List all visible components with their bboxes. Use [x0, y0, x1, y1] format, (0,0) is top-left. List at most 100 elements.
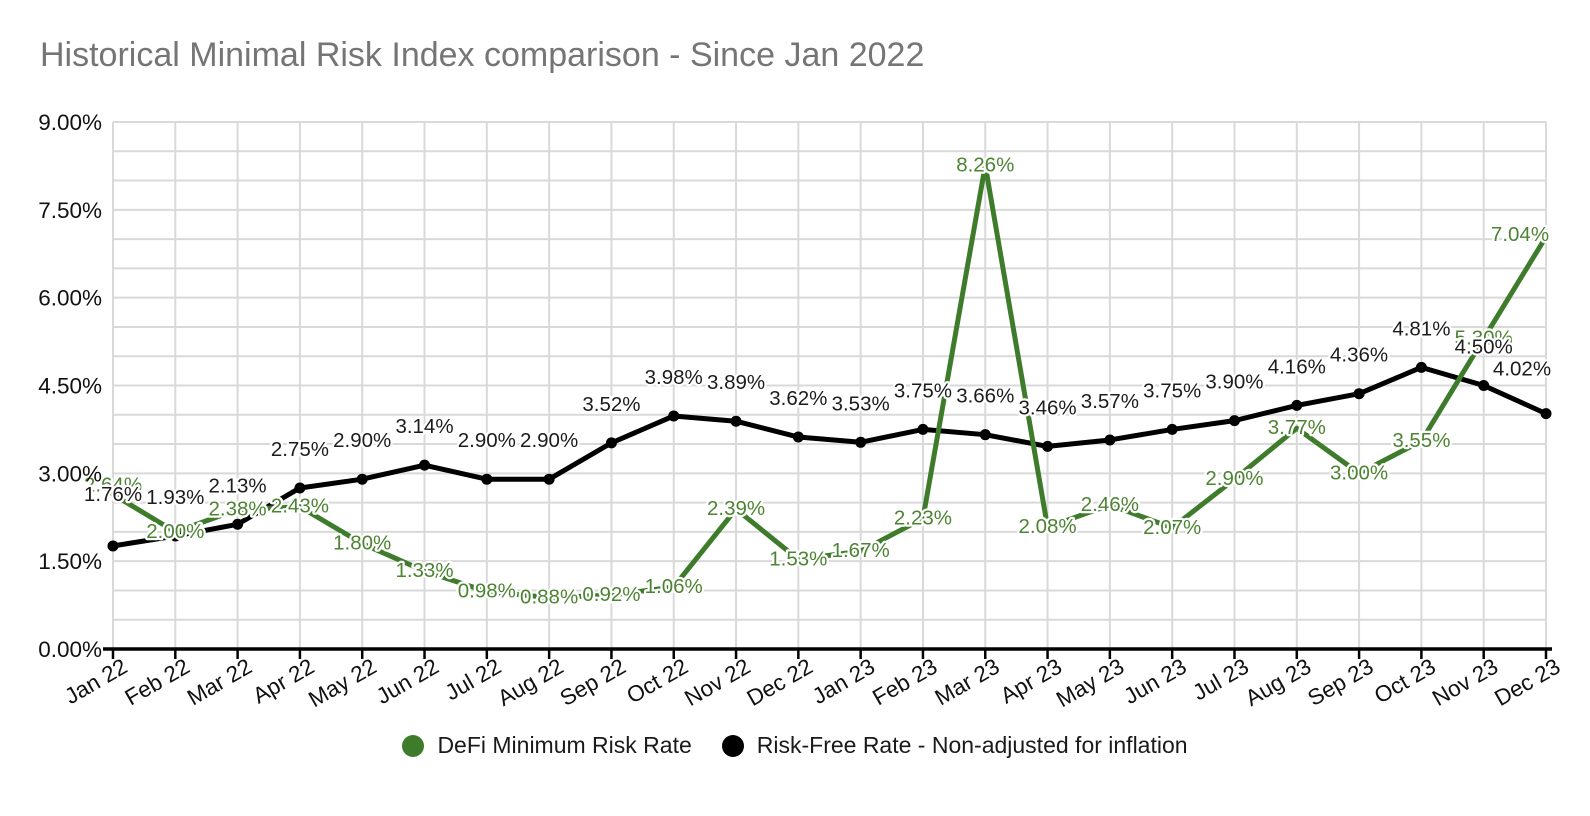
y-tick-label: 1.50% [38, 549, 102, 574]
data-label: 5.30% [1455, 327, 1513, 350]
risk-free-point-marker [668, 410, 680, 422]
data-label: 1.53% [769, 547, 827, 570]
x-tick-label: Mar 22 [183, 654, 256, 711]
risk-free-point-marker [605, 437, 617, 449]
y-tick-label: 9.00% [38, 110, 102, 135]
data-label: 3.14% [395, 415, 453, 438]
data-label: 3.66% [956, 385, 1014, 408]
data-label: 2.90% [333, 429, 391, 452]
data-label: 0.98% [458, 580, 516, 603]
data-label: 3.46% [1018, 396, 1076, 419]
y-tick-label: 0.00% [38, 637, 102, 662]
data-label: 2.90% [520, 429, 578, 452]
y-axis-labels: 0.00% 1.50% 3.00% 4.50% 6.00% 7.50% 9.00% [38, 110, 102, 662]
data-label: 2.39% [707, 497, 765, 520]
data-label: 1.80% [333, 532, 391, 555]
x-tick-label: Nov 22 [680, 654, 754, 711]
data-label: 3.52% [582, 393, 640, 416]
data-label: 8.26% [956, 153, 1014, 176]
x-tick-label: Feb 22 [121, 654, 194, 711]
x-tick-label: Apr 22 [248, 654, 318, 709]
data-label: 2.46% [1081, 493, 1139, 516]
risk-free-point-marker [1042, 440, 1054, 452]
x-tick-label: Dec 22 [743, 654, 817, 711]
data-label: 4.36% [1330, 344, 1388, 367]
data-label: 2.64% [84, 473, 142, 496]
x-tick-label: Jul 22 [441, 654, 506, 706]
risk-free-point-marker [1291, 399, 1303, 411]
data-label: 3.00% [1330, 461, 1388, 484]
line-chart: 2.64% 2.00%2.38% 2.43%1.80%1.33%0.98% 0.88%… [38, 110, 1564, 713]
labels-risk-free: 1.76% 1.93%2.13%2.75% 2.90%3.14%2.90% 2.90%… [82, 315, 1554, 511]
data-label: 1.93% [146, 486, 204, 509]
gridlines [112, 121, 1547, 649]
risk-free-point-marker [107, 540, 119, 552]
risk-free-point-marker [855, 436, 867, 448]
data-label: 2.23% [894, 506, 952, 529]
x-tick-label: Nov 23 [1428, 654, 1502, 711]
data-label: 2.00% [146, 520, 204, 543]
x-tick-label: Jul 23 [1188, 654, 1253, 706]
risk-free-point-marker [232, 518, 244, 530]
data-label: 3.55% [1392, 429, 1450, 452]
data-label: 3.62% [769, 387, 827, 410]
x-axis [103, 647, 1552, 659]
risk-free-point-marker [356, 473, 368, 485]
data-label: 3.98% [645, 366, 703, 389]
x-tick-label: Jan 23 [808, 654, 879, 709]
chart-title: Historical Minimal Risk Index comparison… [40, 36, 925, 74]
risk-free-point-marker [1228, 415, 1240, 427]
data-label: 4.16% [1268, 355, 1326, 378]
data-label: 3.75% [1143, 379, 1201, 402]
data-label: 2.90% [1205, 467, 1263, 490]
legend-item-risk-free: Risk-Free Rate - Non-adjusted for inflat… [721, 732, 1188, 759]
data-label: 2.07% [1143, 516, 1201, 539]
data-label: 3.77% [1268, 416, 1326, 439]
risk-free-point-marker [1166, 423, 1178, 435]
legend-label-defi: DeFi Minimum Risk Rate [437, 732, 692, 758]
risk-free-point-marker [543, 473, 555, 485]
risk-free-point-marker [1540, 408, 1552, 420]
data-label: 2.43% [271, 495, 329, 518]
legend-label-risk-free: Risk-Free Rate - Non-adjusted for inflat… [756, 732, 1188, 758]
y-tick-label: 3.00% [38, 461, 102, 486]
x-tick-label: Oct 22 [622, 654, 692, 709]
data-label: 4.50% [1455, 336, 1513, 359]
series-defi-line [110, 162, 1549, 600]
y-tick-label: 4.50% [38, 374, 102, 399]
data-label: 1.67% [832, 539, 890, 562]
legend-marker-risk-free-icon [721, 734, 744, 757]
labels-defi: 2.64% 2.00%2.38% 2.43%1.80%1.33%0.98% 0.88%… [82, 151, 1552, 611]
y-tick-label: 6.00% [38, 286, 102, 311]
x-tick-label: Jun 22 [372, 654, 443, 709]
data-label: 7.04% [1491, 223, 1549, 246]
y-tick-label: 7.50% [38, 198, 102, 223]
data-label: 1.76% [84, 483, 142, 506]
x-tick-label: Aug 23 [1241, 654, 1315, 711]
x-tick-label: Aug 22 [493, 654, 567, 711]
risk-free-point-marker [1104, 434, 1116, 446]
data-label: 2.75% [271, 438, 329, 461]
data-label: 3.75% [894, 379, 952, 402]
risk-free-point-marker [979, 429, 991, 441]
x-tick-label: May 22 [304, 654, 380, 713]
x-tick-label: May 23 [1052, 654, 1128, 713]
data-label: 2.38% [209, 498, 267, 521]
x-tick-label: Dec 23 [1490, 654, 1564, 711]
data-label: 3.57% [1081, 390, 1139, 413]
data-label: 1.33% [395, 559, 453, 582]
x-tick-label: Oct 23 [1370, 654, 1440, 709]
risk-free-point-marker [294, 482, 306, 494]
legend-marker-defi-icon [402, 734, 425, 757]
data-label: 0.88% [520, 585, 578, 608]
data-label: 2.90% [458, 429, 516, 452]
data-label: 2.08% [1018, 515, 1076, 538]
legend-item-defi: DeFi Minimum Risk Rate [402, 732, 692, 759]
x-tick-label: Sep 22 [556, 654, 630, 711]
risk-free-point-marker [1353, 388, 1365, 400]
data-label: 3.89% [707, 371, 765, 394]
data-label: 4.81% [1392, 317, 1450, 340]
risk-free-point-marker [1478, 380, 1490, 391]
